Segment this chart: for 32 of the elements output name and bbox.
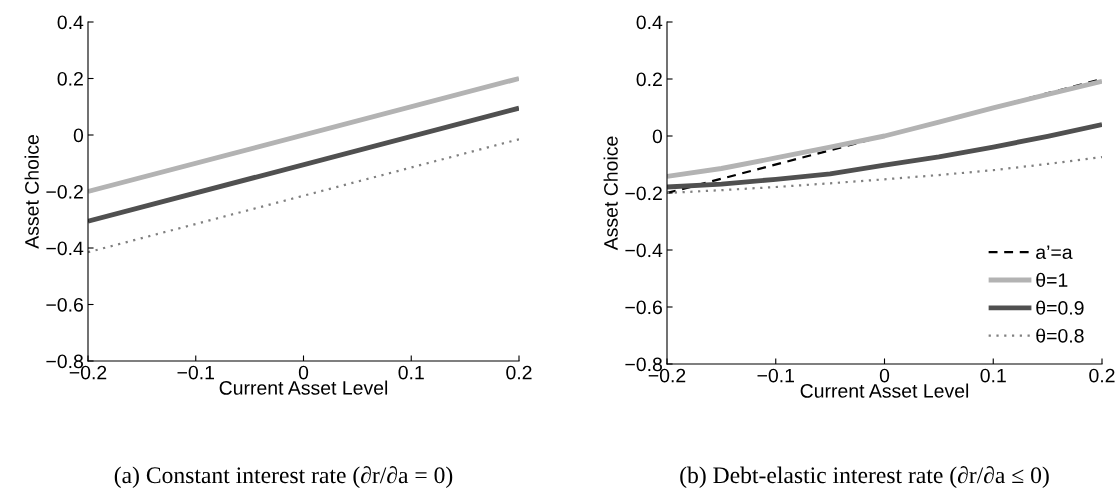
x-tick-label: −0.1	[177, 365, 214, 380]
y-tick-label: −0.6	[46, 297, 83, 312]
x-tick-label: 0	[298, 365, 309, 380]
y-tick-label: −0.2	[46, 184, 83, 199]
text: (b) Debt-elastic interest rate (∂r/∂a ≤ 0)	[680, 465, 1049, 489]
x-tick-label: 0.1	[980, 368, 1006, 383]
x-tick-label: 0	[879, 368, 890, 383]
y-axis-title: Asset Choice	[24, 135, 39, 249]
line-series	[667, 155, 1102, 195]
y-tick-label: −0.6	[625, 300, 662, 315]
y-tick-label: 0	[652, 129, 663, 144]
x-axis-title: Current Asset Level	[800, 383, 969, 398]
text: (a) Constant interest rate (∂r/∂a = 0)	[114, 465, 453, 489]
legend-label: a’=a	[1036, 245, 1073, 260]
y-tick-label: −0.2	[625, 186, 662, 201]
x-axis-title: Current Asset Level	[219, 380, 388, 395]
y-tick-label: 0	[73, 128, 84, 143]
x-tick-label: 0.1	[398, 365, 424, 380]
legend-label: θ=1	[1036, 272, 1068, 287]
x-tick-label: 0.2	[506, 365, 532, 380]
legend-label: θ=0.9	[1036, 300, 1084, 315]
line-series	[667, 122, 1102, 190]
y-tick-label: −0.4	[625, 243, 663, 258]
y-tick-label: 0.2	[636, 72, 662, 87]
x-tick-label: −0.1	[757, 368, 794, 383]
y-axis-title: Asset Choice	[603, 136, 618, 251]
y-tick-label: −0.4	[46, 241, 84, 256]
y-tick-label: 0.4	[636, 15, 663, 30]
y-tick-label: 0.2	[57, 71, 83, 86]
y-tick-label: 0.4	[57, 15, 84, 30]
legend-label: θ=0.8	[1036, 328, 1084, 343]
x-tick-label: 0.2	[1089, 368, 1115, 383]
